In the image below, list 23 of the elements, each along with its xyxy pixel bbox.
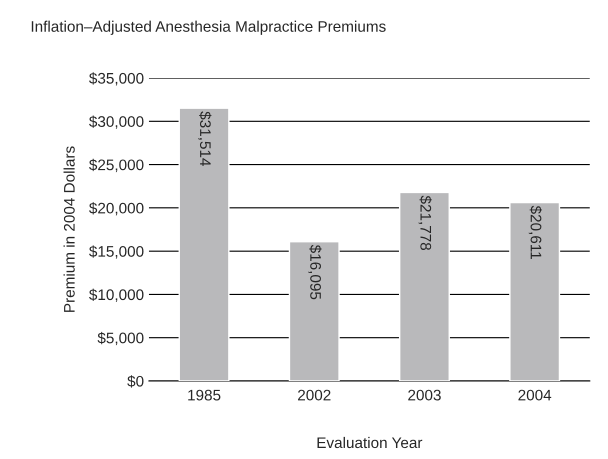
bar [288, 240, 340, 381]
x-tick-label: 2002 [298, 390, 330, 401]
y-axis-title: Premium in 2004 Dollars [64, 146, 75, 312]
bar [178, 108, 230, 381]
data-label: $21,778 [418, 196, 432, 250]
x-tick-label: 2004 [518, 390, 552, 401]
bar [509, 202, 560, 381]
data-label: $20,611 [528, 206, 542, 259]
y-tick-label: $10,000 [89, 288, 144, 302]
y-tick-label: $35,000 [89, 72, 144, 86]
x-tick-label: 1985 [188, 390, 220, 401]
data-label: $31,514 [198, 111, 212, 166]
chart-title: Inflation–Adjusted Anesthesia Malpractice Premiums [32, 20, 386, 35]
bar [398, 192, 450, 381]
x-axis-title: Evaluation Year [318, 436, 422, 448]
y-tick-label: $0 [127, 375, 144, 388]
y-tick-label: $20,000 [89, 202, 144, 216]
x-tick-label: 2003 [408, 390, 441, 401]
y-tick-label: $25,000 [89, 158, 144, 172]
y-tick-label: $15,000 [89, 245, 144, 259]
data-label: $16,095 [308, 244, 322, 300]
y-tick-label: $30,000 [89, 116, 144, 129]
y-tick-label: $5,000 [98, 332, 144, 346]
